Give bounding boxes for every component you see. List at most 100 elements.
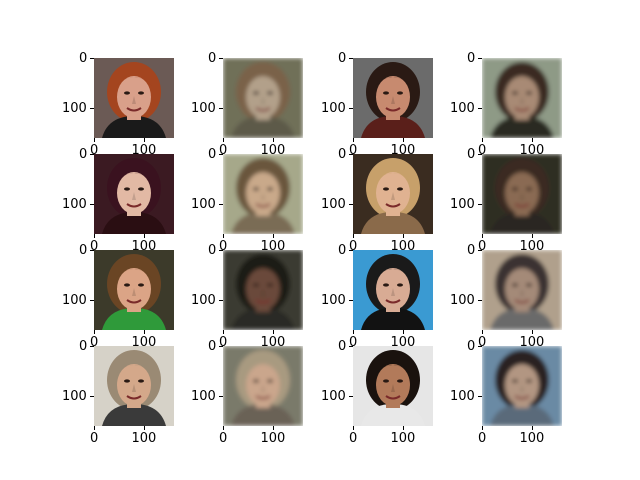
- face-image: [223, 58, 303, 138]
- y-tick-label: 100: [191, 196, 216, 212]
- x-tick-label: 100: [260, 431, 286, 446]
- face-image: [482, 250, 562, 330]
- face-panel-r3c1: [94, 250, 174, 330]
- face-image: [94, 154, 174, 234]
- x-tick-mark: [144, 234, 145, 238]
- face-image: [94, 346, 174, 426]
- y-tick-mark: [478, 108, 482, 109]
- y-tick-mark: [219, 108, 223, 109]
- x-tick-label: 0: [349, 335, 358, 350]
- x-tick-label: 0: [90, 143, 99, 158]
- x-tick-label: 0: [349, 431, 358, 446]
- y-tick-mark: [478, 250, 482, 251]
- y-tick-label: 100: [450, 388, 475, 404]
- y-tick-mark: [349, 108, 353, 109]
- face-image: [353, 58, 433, 138]
- x-tick-label: 100: [390, 335, 416, 350]
- y-tick-label: 100: [321, 292, 346, 308]
- y-tick-label: 0: [208, 338, 217, 354]
- x-tick-label: 100: [390, 143, 416, 158]
- face-image: [223, 250, 303, 330]
- y-tick-label: 0: [79, 242, 88, 258]
- x-tick-label: 100: [260, 239, 286, 254]
- y-tick-mark: [478, 396, 482, 397]
- x-tick-mark: [223, 138, 224, 142]
- y-tick-label: 100: [450, 100, 475, 116]
- x-tick-label: 100: [390, 239, 416, 254]
- x-tick-mark: [273, 426, 274, 430]
- y-tick-label: 100: [321, 100, 346, 116]
- y-tick-mark: [478, 58, 482, 59]
- y-tick-label: 0: [338, 146, 347, 162]
- face-panel-r4c1: [94, 346, 174, 426]
- x-tick-label: 100: [131, 239, 157, 254]
- x-tick-mark: [353, 234, 354, 238]
- y-tick-mark: [90, 250, 94, 251]
- x-tick-mark: [144, 426, 145, 430]
- y-tick-mark: [90, 154, 94, 155]
- face-image: [482, 154, 562, 234]
- x-tick-label: 0: [478, 335, 487, 350]
- y-tick-mark: [478, 300, 482, 301]
- face-panel-r1c3: [353, 58, 433, 138]
- face-panel-r3c2: [223, 250, 303, 330]
- face-image: [482, 58, 562, 138]
- x-tick-label: 0: [219, 239, 228, 254]
- x-tick-mark: [353, 426, 354, 430]
- face-panel-r1c2: [223, 58, 303, 138]
- y-tick-label: 100: [450, 196, 475, 212]
- x-tick-mark: [403, 138, 404, 142]
- y-tick-label: 100: [191, 388, 216, 404]
- y-tick-mark: [349, 300, 353, 301]
- x-tick-mark: [403, 426, 404, 430]
- y-tick-label: 0: [79, 146, 88, 162]
- y-tick-label: 100: [191, 100, 216, 116]
- x-tick-mark: [223, 330, 224, 334]
- y-tick-mark: [219, 58, 223, 59]
- x-tick-mark: [353, 330, 354, 334]
- y-tick-mark: [219, 204, 223, 205]
- face-image: [94, 250, 174, 330]
- y-tick-mark: [90, 300, 94, 301]
- x-tick-label: 100: [131, 335, 157, 350]
- face-image: [353, 346, 433, 426]
- x-tick-label: 0: [478, 431, 487, 446]
- y-tick-mark: [90, 58, 94, 59]
- x-tick-mark: [532, 234, 533, 238]
- y-tick-mark: [219, 300, 223, 301]
- y-tick-label: 0: [208, 242, 217, 258]
- y-tick-label: 0: [338, 242, 347, 258]
- y-tick-mark: [349, 346, 353, 347]
- y-tick-mark: [219, 154, 223, 155]
- x-tick-mark: [353, 138, 354, 142]
- y-tick-mark: [90, 108, 94, 109]
- face-panel-r2c1: [94, 154, 174, 234]
- face-image: [223, 154, 303, 234]
- x-tick-label: 0: [219, 335, 228, 350]
- y-tick-label: 0: [467, 146, 476, 162]
- x-tick-mark: [94, 330, 95, 334]
- x-tick-label: 100: [131, 431, 157, 446]
- x-tick-mark: [532, 138, 533, 142]
- x-tick-label: 0: [90, 431, 99, 446]
- y-tick-mark: [219, 346, 223, 347]
- face-image: [482, 346, 562, 426]
- face-panel-r4c2: [223, 346, 303, 426]
- x-tick-mark: [403, 330, 404, 334]
- x-tick-mark: [532, 426, 533, 430]
- face-panel-r2c4: [482, 154, 562, 234]
- y-tick-label: 100: [62, 292, 87, 308]
- y-tick-mark: [349, 396, 353, 397]
- x-tick-label: 100: [519, 431, 545, 446]
- x-tick-label: 0: [478, 239, 487, 254]
- y-tick-label: 0: [208, 50, 217, 66]
- y-tick-label: 100: [62, 388, 87, 404]
- y-tick-mark: [90, 346, 94, 347]
- y-tick-label: 100: [62, 100, 87, 116]
- y-tick-mark: [90, 396, 94, 397]
- y-tick-label: 0: [467, 338, 476, 354]
- x-tick-label: 0: [219, 143, 228, 158]
- x-tick-mark: [223, 426, 224, 430]
- x-tick-label: 0: [478, 143, 487, 158]
- x-tick-mark: [94, 234, 95, 238]
